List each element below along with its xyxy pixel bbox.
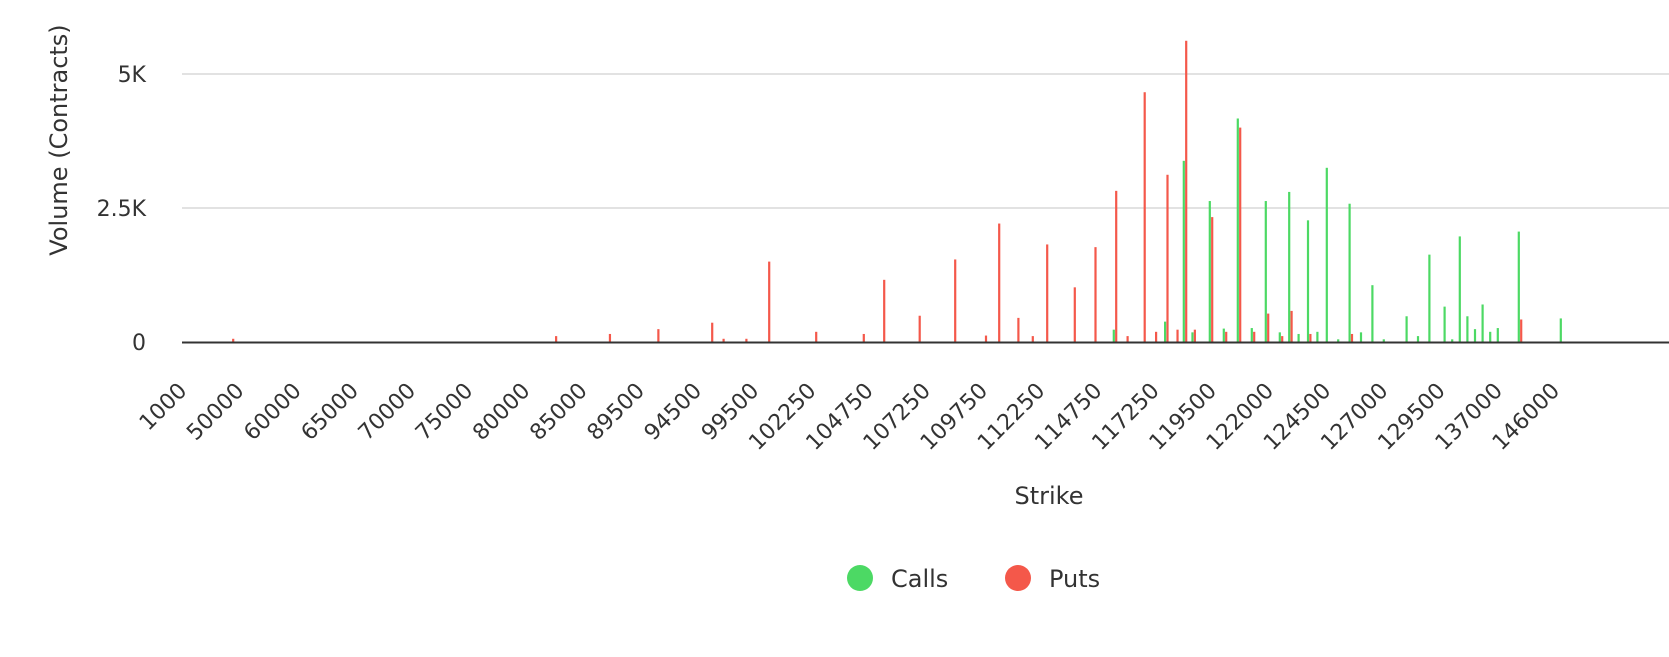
bar-calls[interactable] xyxy=(1112,329,1115,342)
bar-puts[interactable] xyxy=(1115,190,1118,342)
bar-puts[interactable] xyxy=(608,333,612,342)
bar-puts[interactable] xyxy=(232,338,235,342)
bar-calls[interactable] xyxy=(1164,321,1167,342)
legend-marker-puts xyxy=(1005,565,1031,591)
bar-puts[interactable] xyxy=(1017,317,1020,342)
grid-lines xyxy=(182,73,1669,209)
bar-puts[interactable] xyxy=(1281,336,1284,342)
bar-calls[interactable] xyxy=(1306,220,1310,342)
bar-calls[interactable] xyxy=(1517,231,1520,342)
bar-puts[interactable] xyxy=(768,261,771,342)
x-tick-label: 75000 xyxy=(411,379,478,446)
bar-puts[interactable] xyxy=(555,336,558,342)
bar-calls[interactable] xyxy=(1405,316,1408,342)
bar-puts[interactable] xyxy=(711,322,714,342)
bar-puts[interactable] xyxy=(1046,244,1049,342)
bar-calls[interactable] xyxy=(1297,333,1300,342)
bar-calls[interactable] xyxy=(1278,332,1281,342)
x-tick-label: 89500 xyxy=(583,379,650,446)
bar-puts[interactable] xyxy=(1253,331,1256,342)
x-tick-label: 85000 xyxy=(525,379,592,446)
y-axis-title: Volume (Contracts) xyxy=(45,24,73,255)
bar-puts[interactable] xyxy=(1211,217,1214,342)
x-tick-label: 94500 xyxy=(640,379,707,446)
bar-calls[interactable] xyxy=(1191,332,1194,342)
bar-puts[interactable] xyxy=(998,223,1001,342)
bar-puts[interactable] xyxy=(1267,313,1270,342)
bar-calls[interactable] xyxy=(1359,332,1363,342)
bar-calls[interactable] xyxy=(1451,339,1454,342)
bar-calls[interactable] xyxy=(1382,339,1385,342)
bar-calls[interactable] xyxy=(1481,304,1484,342)
y-tick-label: 0 xyxy=(132,331,146,356)
bar-calls[interactable] xyxy=(1428,254,1431,342)
bar-calls[interactable] xyxy=(1337,339,1340,342)
bar-calls[interactable] xyxy=(1182,160,1185,342)
bar-puts[interactable] xyxy=(883,279,886,342)
bar-puts[interactable] xyxy=(1193,329,1196,342)
bar-calls[interactable] xyxy=(1496,328,1499,342)
bar-calls[interactable] xyxy=(1222,328,1225,342)
legend-label-puts: Puts xyxy=(1049,565,1100,593)
legend-marker-calls xyxy=(847,565,873,591)
bar-puts[interactable] xyxy=(1031,336,1034,342)
bar-calls[interactable] xyxy=(1489,331,1492,342)
bar-puts[interactable] xyxy=(1309,333,1312,342)
bar-calls[interactable] xyxy=(1416,336,1420,342)
x-tick-label: 65000 xyxy=(297,379,364,446)
bar-calls[interactable] xyxy=(1288,191,1291,342)
bar-puts[interactable] xyxy=(1176,329,1179,342)
bar-calls[interactable] xyxy=(1466,316,1469,342)
y-tick-label: 5K xyxy=(118,63,147,88)
bar-calls[interactable] xyxy=(1371,285,1374,342)
bars xyxy=(232,40,1562,342)
bar-puts[interactable] xyxy=(657,329,660,342)
bar-puts[interactable] xyxy=(1143,92,1146,342)
bar-puts[interactable] xyxy=(1520,319,1523,342)
y-tick-labels: 0 2.5K 5K xyxy=(97,63,147,356)
x-tick-label: 50000 xyxy=(182,379,249,446)
bar-puts[interactable] xyxy=(1239,127,1242,342)
bar-puts[interactable] xyxy=(745,338,748,342)
x-tick-label: 80000 xyxy=(468,379,535,446)
bar-calls[interactable] xyxy=(1250,328,1253,342)
legend: Calls Puts xyxy=(847,565,1100,593)
bar-puts[interactable] xyxy=(815,331,818,342)
bar-calls[interactable] xyxy=(1473,329,1477,342)
bar-calls[interactable] xyxy=(1559,318,1562,342)
bar-puts[interactable] xyxy=(1126,336,1129,342)
bar-puts[interactable] xyxy=(1185,40,1188,342)
bar-calls[interactable] xyxy=(1348,203,1351,342)
x-tick-labels: 1000500006000065000700007500080000850008… xyxy=(135,379,1565,456)
bar-calls[interactable] xyxy=(1316,331,1319,342)
legend-item-puts[interactable]: Puts xyxy=(1005,565,1100,593)
bar-puts[interactable] xyxy=(1350,333,1354,342)
legend-label-calls: Calls xyxy=(891,565,948,593)
bar-puts[interactable] xyxy=(722,338,725,342)
bar-calls[interactable] xyxy=(1325,167,1328,342)
x-axis-title: Strike xyxy=(1015,482,1084,510)
bar-calls[interactable] xyxy=(1443,306,1446,342)
bar-puts[interactable] xyxy=(862,333,865,342)
bar-puts[interactable] xyxy=(1166,174,1169,342)
bar-puts[interactable] xyxy=(954,259,957,342)
bar-calls[interactable] xyxy=(1264,201,1267,342)
x-tick-label: 60000 xyxy=(239,379,306,446)
bar-puts[interactable] xyxy=(1225,331,1228,342)
x-tick-label: 70000 xyxy=(354,379,421,446)
legend-item-calls[interactable]: Calls xyxy=(847,565,948,593)
bar-calls[interactable] xyxy=(1236,118,1239,342)
bar-calls[interactable] xyxy=(1458,236,1461,342)
bar-puts[interactable] xyxy=(1073,287,1076,342)
bar-puts[interactable] xyxy=(984,335,988,342)
bar-puts[interactable] xyxy=(1155,331,1158,342)
bar-puts[interactable] xyxy=(1094,247,1097,342)
bar-puts[interactable] xyxy=(1290,310,1293,342)
bar-calls[interactable] xyxy=(1208,201,1211,342)
y-tick-label: 2.5K xyxy=(97,197,147,222)
bar-puts[interactable] xyxy=(918,315,921,342)
